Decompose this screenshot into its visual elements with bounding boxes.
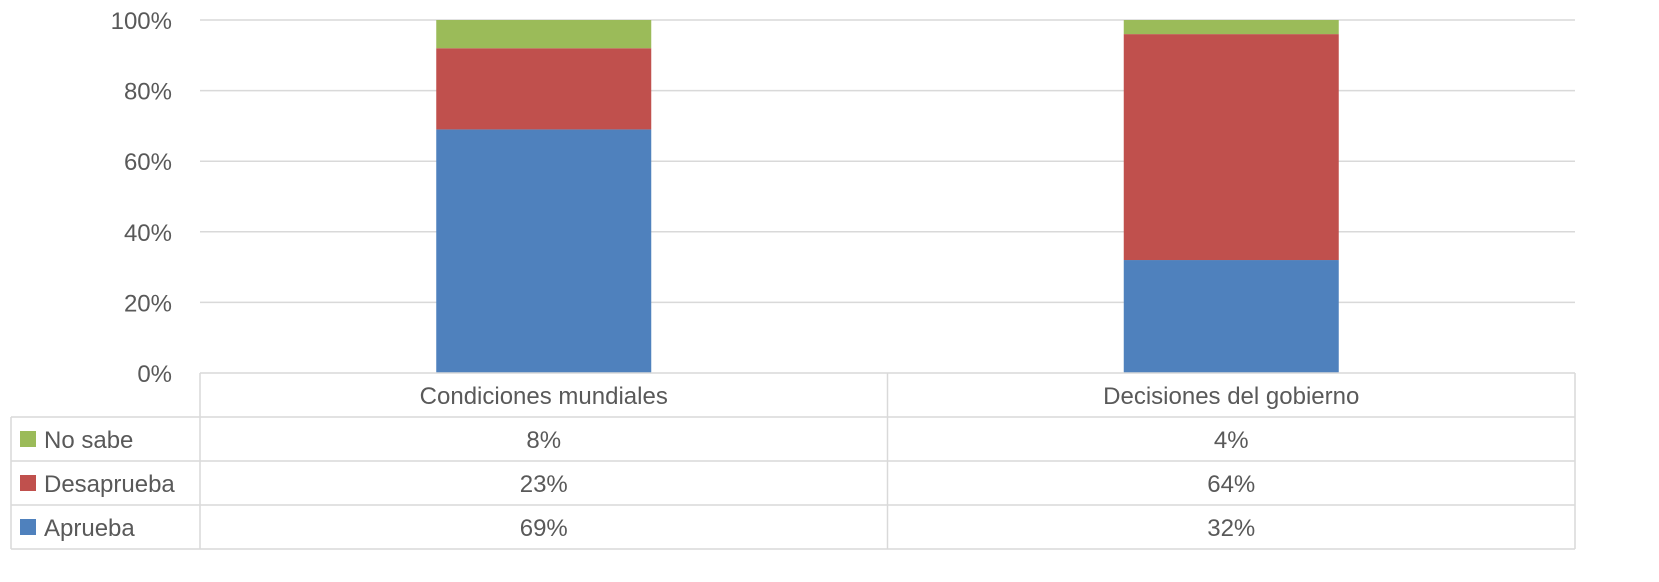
y-tick-label: 100%: [111, 8, 172, 35]
legend-key: [20, 431, 36, 447]
y-tick-label: 80%: [124, 79, 172, 106]
bar-segment-desaprueba: [1123, 34, 1339, 261]
bar-segment-no-sabe: [436, 20, 652, 49]
data-label: 8%: [526, 427, 561, 454]
bar-segment-desaprueba: [436, 48, 652, 130]
legend-label: Desaprueba: [44, 471, 175, 498]
data-label: 69%: [520, 515, 568, 542]
legend-key: [20, 519, 36, 535]
bar-segment-no-sabe: [1123, 20, 1339, 35]
data-table: Condiciones mundiales Decisiones del gobi…: [10, 372, 1576, 550]
bar-segment-aprueba: [436, 129, 652, 373]
data-label: 32%: [1207, 515, 1255, 542]
category-label: Decisiones del gobierno: [1103, 383, 1359, 410]
bars: [436, 20, 1339, 373]
legend-label: No sabe: [44, 427, 133, 454]
legend-key: [20, 475, 36, 491]
y-tick-label: 60%: [124, 149, 172, 176]
data-label: 64%: [1207, 471, 1255, 498]
gridlines: [200, 19, 1575, 304]
data-label: 23%: [520, 471, 568, 498]
y-tick-label: 0%: [137, 361, 172, 388]
legend-label: Aprueba: [44, 515, 135, 542]
data-label: 4%: [1214, 427, 1249, 454]
y-axis-ticks: 0% 20% 40% 60% 80% 100%: [111, 8, 172, 388]
y-tick-label: 40%: [124, 220, 172, 247]
category-label: Condiciones mundiales: [420, 383, 668, 410]
bar-segment-aprueba: [1123, 260, 1339, 373]
y-tick-label: 20%: [124, 290, 172, 317]
